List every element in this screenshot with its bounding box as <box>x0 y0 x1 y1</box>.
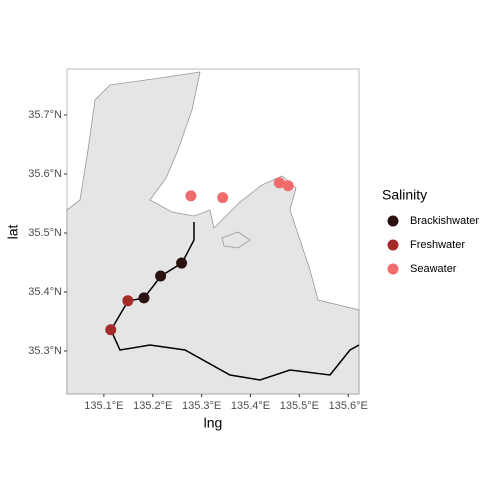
point <box>155 270 167 282</box>
x-axis-label: lng <box>204 415 223 431</box>
y-axis-label: lat <box>5 225 21 240</box>
point <box>217 192 229 204</box>
legend-swatch <box>387 263 399 275</box>
legend-label: Brackishwater <box>410 215 479 227</box>
point <box>122 295 134 307</box>
legend-swatch <box>387 239 399 251</box>
legend-title: Salinity <box>382 187 427 203</box>
y-tick-label: 35.5°N <box>28 227 62 239</box>
x-tick-label: 135.2°E <box>133 400 172 412</box>
point <box>138 292 150 304</box>
x-tick-label: 135.5°E <box>280 400 319 412</box>
y-tick-label: 35.7°N <box>28 109 62 121</box>
river <box>110 222 360 381</box>
legend-label: Freshwater <box>410 239 465 251</box>
x-tick-label: 135.3°E <box>182 400 221 412</box>
point <box>105 324 117 336</box>
point <box>185 190 197 202</box>
island <box>221 231 251 249</box>
x-tick-label: 135.6°E <box>329 400 368 412</box>
point <box>176 257 188 269</box>
x-tick-label: 135.1°E <box>84 400 123 412</box>
y-tick-label: 35.4°N <box>28 286 62 298</box>
point <box>273 177 285 189</box>
point <box>282 180 294 192</box>
x-tick-label: 135.4°E <box>231 400 270 412</box>
y-tick-label: 35.6°N <box>28 168 62 180</box>
land <box>66 71 360 395</box>
legend-label: Seawater <box>410 263 457 275</box>
y-tick-label: 35.3°N <box>28 345 62 357</box>
legend-swatch <box>387 215 399 227</box>
